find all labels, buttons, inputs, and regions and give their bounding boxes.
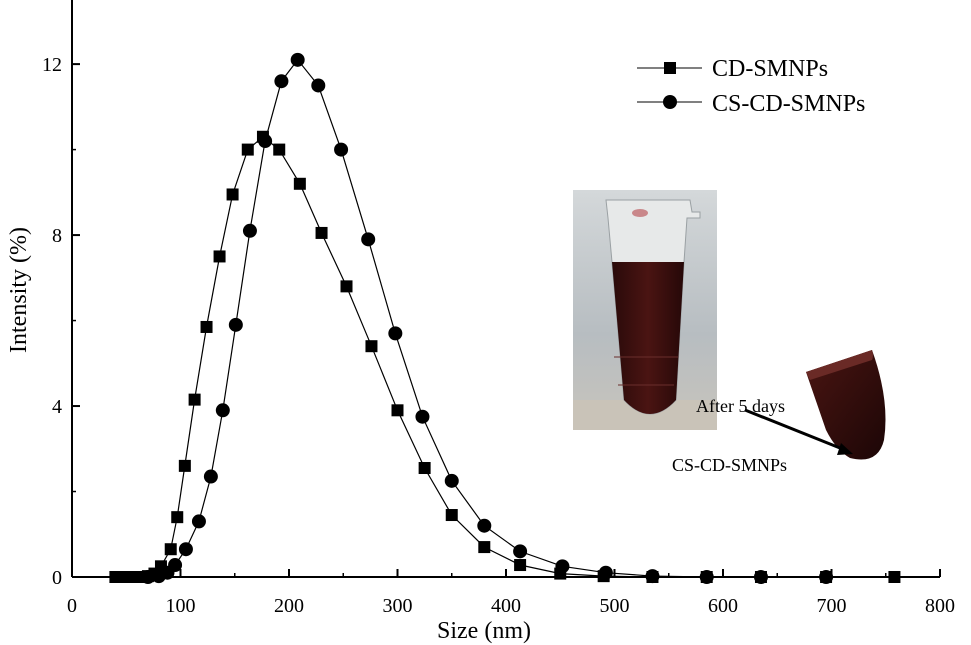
data-point-square	[188, 393, 201, 406]
data-point-circle	[555, 559, 570, 574]
x-tick-label: 100	[166, 595, 196, 617]
data-point-square	[391, 404, 404, 417]
legend: CD-SMNPs CS-CD-SMNPs	[637, 56, 865, 117]
data-point-circle	[215, 403, 230, 418]
y-tick-label: 4	[52, 396, 62, 418]
legend-label-cd-smnps: CD-SMNPs	[712, 56, 828, 82]
tube-photo	[573, 190, 717, 430]
annotation-arrowhead	[837, 443, 853, 455]
data-point-square	[340, 280, 353, 293]
series-markers	[109, 52, 901, 584]
y-tick-label: 8	[52, 225, 62, 247]
annotation-after-5-days: After 5 days	[696, 396, 785, 416]
settled-tube-photo	[806, 350, 886, 460]
data-point-circle	[290, 52, 305, 67]
data-point-circle	[388, 326, 403, 341]
data-point-circle	[819, 570, 834, 584]
data-point-square	[514, 559, 527, 572]
series-lines	[115, 58, 895, 578]
data-point-square	[200, 320, 213, 333]
x-tick-label: 300	[383, 595, 413, 617]
data-point-circle	[513, 544, 528, 559]
y-axis-title: Intensity (%)	[6, 227, 32, 353]
data-point-circle	[334, 142, 349, 157]
data-point-square	[171, 511, 184, 524]
data-point-circle	[140, 570, 155, 584]
annotation-sample-label: CS-CD-SMNPs	[672, 455, 787, 475]
x-tick-label: 700	[817, 595, 847, 617]
data-point-circle	[168, 558, 183, 573]
x-tick-label: 200	[274, 595, 304, 617]
data-point-circle	[242, 223, 257, 238]
data-point-circle	[191, 514, 206, 529]
data-point-circle	[311, 78, 326, 93]
data-point-circle	[645, 569, 660, 584]
data-point-circle	[258, 134, 273, 149]
legend-marker-cs-cd-smnps	[663, 95, 677, 109]
data-point-circle	[203, 469, 218, 484]
y-tick-label: 0	[52, 567, 62, 589]
data-point-circle	[415, 409, 430, 424]
series-line-1	[147, 58, 827, 578]
data-point-square	[315, 226, 328, 239]
data-point-circle	[477, 518, 492, 533]
x-tick-label: 600	[708, 595, 738, 617]
data-point-circle	[228, 317, 243, 332]
y-tick-label: 12	[42, 54, 62, 76]
x-axis-title: Size (nm)	[437, 618, 531, 644]
x-tick-label: 0	[67, 595, 77, 617]
axes	[71, 0, 940, 578]
data-point-circle	[753, 570, 768, 584]
data-point-square	[888, 571, 901, 583]
data-point-circle	[361, 232, 376, 247]
data-point-circle	[444, 473, 459, 488]
y-ticks: 0 4 8 12	[42, 54, 80, 589]
x-tick-label: 800	[925, 595, 955, 617]
data-point-square	[418, 462, 431, 475]
x-tick-label: 400	[491, 595, 521, 617]
data-point-square	[478, 541, 491, 554]
x-ticks: 0 100 200 300 400 500 600 700 800	[67, 569, 955, 617]
data-point-square	[164, 543, 177, 556]
data-point-square	[241, 143, 254, 156]
data-point-circle	[178, 542, 193, 557]
annotation-arrow	[744, 408, 846, 452]
inset-photo-group: After 5 days CS-CD-SMNPs	[573, 190, 886, 475]
series-line-0	[115, 136, 895, 578]
data-point-square	[273, 143, 286, 156]
data-point-square	[178, 459, 191, 472]
legend-marker-cd-smnps	[664, 62, 676, 74]
data-point-square	[365, 340, 378, 353]
x-tick-label: 500	[600, 595, 630, 617]
data-point-circle	[274, 74, 289, 89]
data-point-square	[226, 188, 239, 201]
data-point-square	[213, 250, 226, 263]
data-point-square	[293, 177, 306, 190]
legend-label-cs-cd-smnps: CS-CD-SMNPs	[712, 91, 865, 117]
data-point-circle	[598, 565, 613, 580]
data-point-square	[445, 509, 458, 522]
data-point-circle	[699, 570, 714, 584]
